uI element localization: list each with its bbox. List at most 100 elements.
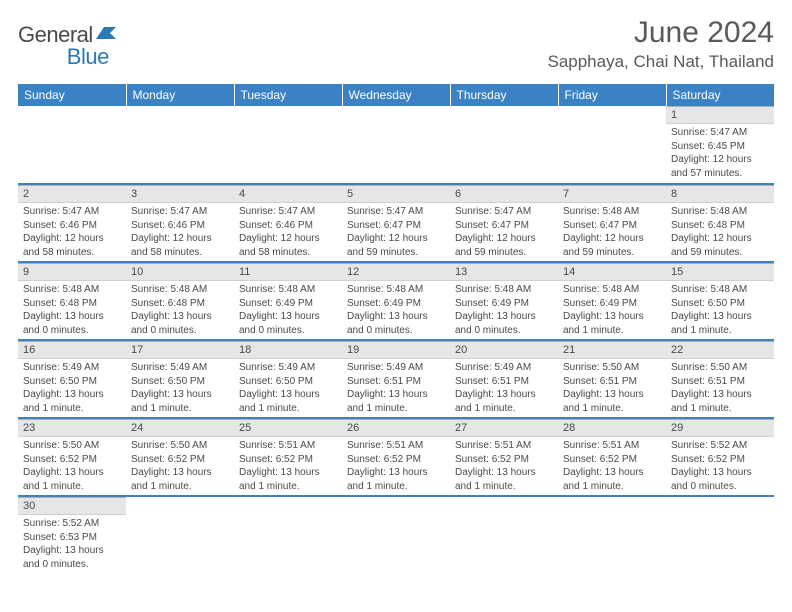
sunrise-text: Sunrise: 5:51 AM — [455, 439, 553, 453]
calendar-cell: 24Sunrise: 5:50 AMSunset: 6:52 PMDayligh… — [126, 418, 234, 496]
calendar-cell: 19Sunrise: 5:49 AMSunset: 6:51 PMDayligh… — [342, 340, 450, 418]
sunset-text: Sunset: 6:48 PM — [23, 297, 121, 311]
calendar-cell: 21Sunrise: 5:50 AMSunset: 6:51 PMDayligh… — [558, 340, 666, 418]
day-number: 7 — [558, 186, 666, 203]
day-header: Saturday — [666, 84, 774, 106]
calendar-week-row: 1Sunrise: 5:47 AMSunset: 6:45 PMDaylight… — [18, 106, 774, 184]
daylight-text: Daylight: 13 hours and 1 minute. — [563, 310, 661, 337]
sunrise-text: Sunrise: 5:48 AM — [239, 283, 337, 297]
sunrise-text: Sunrise: 5:47 AM — [347, 205, 445, 219]
sunrise-text: Sunrise: 5:48 AM — [347, 283, 445, 297]
daylight-text: Daylight: 13 hours and 1 minute. — [131, 466, 229, 493]
sunset-text: Sunset: 6:50 PM — [23, 375, 121, 389]
sunset-text: Sunset: 6:45 PM — [671, 140, 769, 154]
sunset-text: Sunset: 6:53 PM — [23, 531, 121, 545]
day-details: Sunrise: 5:49 AMSunset: 6:51 PMDaylight:… — [450, 359, 558, 417]
day-details: Sunrise: 5:49 AMSunset: 6:51 PMDaylight:… — [342, 359, 450, 417]
sunrise-text: Sunrise: 5:50 AM — [671, 361, 769, 375]
sunrise-text: Sunrise: 5:49 AM — [131, 361, 229, 375]
sunrise-text: Sunrise: 5:51 AM — [347, 439, 445, 453]
daylight-text: Daylight: 13 hours and 1 minute. — [671, 388, 769, 415]
day-details: Sunrise: 5:51 AMSunset: 6:52 PMDaylight:… — [234, 437, 342, 495]
calendar-cell: 20Sunrise: 5:49 AMSunset: 6:51 PMDayligh… — [450, 340, 558, 418]
sunrise-text: Sunrise: 5:52 AM — [671, 439, 769, 453]
sunrise-text: Sunrise: 5:48 AM — [455, 283, 553, 297]
day-number: 25 — [234, 420, 342, 437]
sunset-text: Sunset: 6:47 PM — [563, 219, 661, 233]
sunrise-text: Sunrise: 5:47 AM — [455, 205, 553, 219]
calendar-cell: 11Sunrise: 5:48 AMSunset: 6:49 PMDayligh… — [234, 262, 342, 340]
sunrise-text: Sunrise: 5:48 AM — [131, 283, 229, 297]
location-subtitle: Sapphaya, Chai Nat, Thailand — [547, 52, 774, 72]
sunrise-text: Sunrise: 5:47 AM — [239, 205, 337, 219]
calendar-cell: 15Sunrise: 5:48 AMSunset: 6:50 PMDayligh… — [666, 262, 774, 340]
calendar-cell: 26Sunrise: 5:51 AMSunset: 6:52 PMDayligh… — [342, 418, 450, 496]
day-details: Sunrise: 5:48 AMSunset: 6:49 PMDaylight:… — [558, 281, 666, 339]
sunrise-text: Sunrise: 5:52 AM — [23, 517, 121, 531]
day-details: Sunrise: 5:50 AMSunset: 6:51 PMDaylight:… — [558, 359, 666, 417]
sunset-text: Sunset: 6:46 PM — [239, 219, 337, 233]
calendar-cell — [126, 496, 234, 574]
sunset-text: Sunset: 6:49 PM — [239, 297, 337, 311]
sunrise-text: Sunrise: 5:51 AM — [563, 439, 661, 453]
day-number: 22 — [666, 342, 774, 359]
daylight-text: Daylight: 12 hours and 59 minutes. — [347, 232, 445, 259]
sunset-text: Sunset: 6:52 PM — [671, 453, 769, 467]
calendar-cell: 6Sunrise: 5:47 AMSunset: 6:47 PMDaylight… — [450, 184, 558, 262]
sunset-text: Sunset: 6:47 PM — [347, 219, 445, 233]
day-header-row: SundayMondayTuesdayWednesdayThursdayFrid… — [18, 84, 774, 106]
daylight-text: Daylight: 13 hours and 1 minute. — [23, 466, 121, 493]
calendar-cell — [234, 496, 342, 574]
sunrise-text: Sunrise: 5:50 AM — [563, 361, 661, 375]
day-details: Sunrise: 5:51 AMSunset: 6:52 PMDaylight:… — [450, 437, 558, 495]
day-number: 1 — [666, 107, 774, 124]
sunset-text: Sunset: 6:49 PM — [563, 297, 661, 311]
day-number: 8 — [666, 186, 774, 203]
sunrise-text: Sunrise: 5:50 AM — [131, 439, 229, 453]
daylight-text: Daylight: 13 hours and 1 minute. — [347, 388, 445, 415]
calendar-cell: 8Sunrise: 5:48 AMSunset: 6:48 PMDaylight… — [666, 184, 774, 262]
sunrise-text: Sunrise: 5:48 AM — [671, 205, 769, 219]
day-number: 20 — [450, 342, 558, 359]
day-details: Sunrise: 5:48 AMSunset: 6:49 PMDaylight:… — [342, 281, 450, 339]
day-number: 9 — [18, 264, 126, 281]
calendar-table: SundayMondayTuesdayWednesdayThursdayFrid… — [18, 84, 774, 574]
calendar-cell: 14Sunrise: 5:48 AMSunset: 6:49 PMDayligh… — [558, 262, 666, 340]
sunset-text: Sunset: 6:51 PM — [455, 375, 553, 389]
sunset-text: Sunset: 6:50 PM — [131, 375, 229, 389]
day-details: Sunrise: 5:47 AMSunset: 6:45 PMDaylight:… — [666, 124, 774, 182]
day-number: 15 — [666, 264, 774, 281]
daylight-text: Daylight: 12 hours and 58 minutes. — [131, 232, 229, 259]
sunset-text: Sunset: 6:49 PM — [347, 297, 445, 311]
sunrise-text: Sunrise: 5:50 AM — [23, 439, 121, 453]
day-number: 2 — [18, 186, 126, 203]
calendar-cell: 12Sunrise: 5:48 AMSunset: 6:49 PMDayligh… — [342, 262, 450, 340]
sunrise-text: Sunrise: 5:48 AM — [23, 283, 121, 297]
sunrise-text: Sunrise: 5:48 AM — [563, 205, 661, 219]
daylight-text: Daylight: 13 hours and 0 minutes. — [23, 310, 121, 337]
title-block: June 2024 Sapphaya, Chai Nat, Thailand — [547, 16, 774, 72]
daylight-text: Daylight: 13 hours and 0 minutes. — [347, 310, 445, 337]
sunrise-text: Sunrise: 5:49 AM — [239, 361, 337, 375]
day-header: Friday — [558, 84, 666, 106]
calendar-week-row: 23Sunrise: 5:50 AMSunset: 6:52 PMDayligh… — [18, 418, 774, 496]
day-number: 30 — [18, 498, 126, 515]
sunset-text: Sunset: 6:52 PM — [239, 453, 337, 467]
sunset-text: Sunset: 6:52 PM — [23, 453, 121, 467]
calendar-cell — [450, 106, 558, 184]
day-header: Tuesday — [234, 84, 342, 106]
sunset-text: Sunset: 6:52 PM — [563, 453, 661, 467]
daylight-text: Daylight: 13 hours and 0 minutes. — [23, 544, 121, 571]
day-number: 13 — [450, 264, 558, 281]
sunset-text: Sunset: 6:46 PM — [23, 219, 121, 233]
day-header: Wednesday — [342, 84, 450, 106]
sunset-text: Sunset: 6:51 PM — [671, 375, 769, 389]
daylight-text: Daylight: 12 hours and 59 minutes. — [455, 232, 553, 259]
day-details: Sunrise: 5:52 AMSunset: 6:53 PMDaylight:… — [18, 515, 126, 573]
sunrise-text: Sunrise: 5:48 AM — [671, 283, 769, 297]
day-number: 23 — [18, 420, 126, 437]
daylight-text: Daylight: 13 hours and 1 minute. — [563, 388, 661, 415]
sunset-text: Sunset: 6:52 PM — [455, 453, 553, 467]
calendar-cell: 3Sunrise: 5:47 AMSunset: 6:46 PMDaylight… — [126, 184, 234, 262]
sunset-text: Sunset: 6:51 PM — [563, 375, 661, 389]
